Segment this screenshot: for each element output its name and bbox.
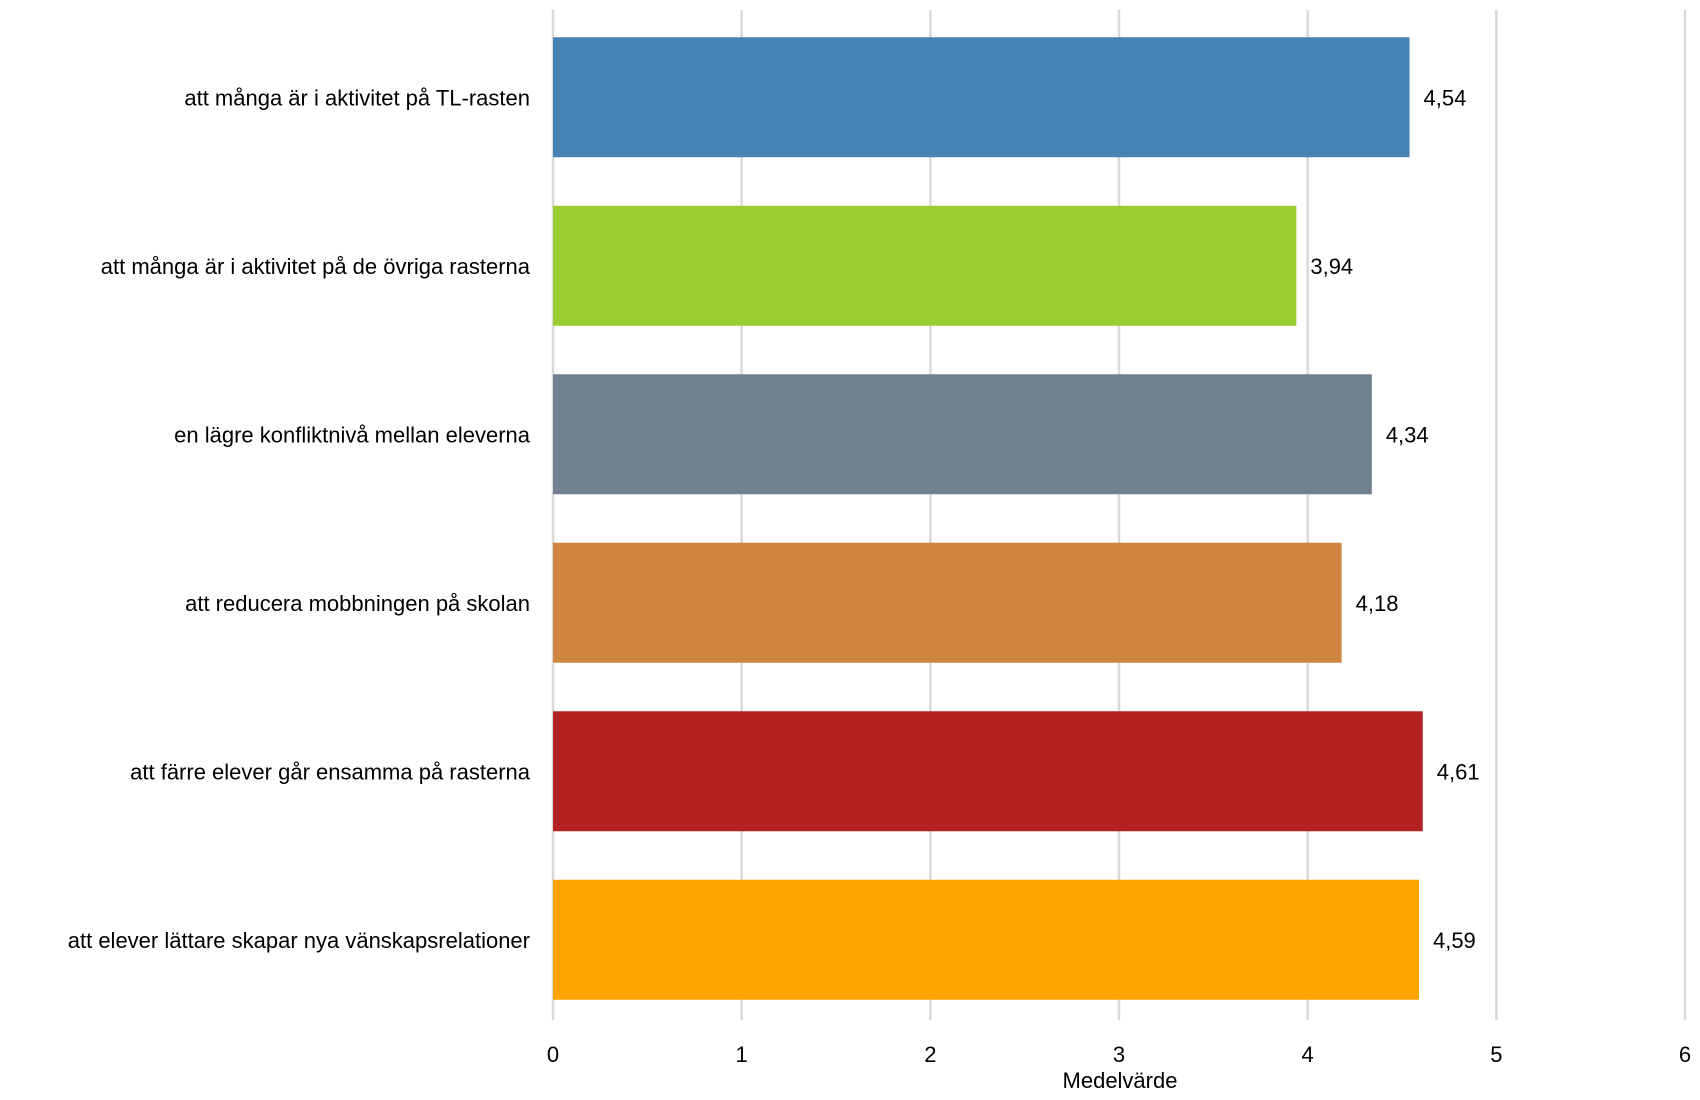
data-label: 4,54	[1424, 85, 1467, 110]
category-label: att många är i aktivitet på TL-rasten	[184, 85, 530, 110]
bar-2	[553, 374, 1372, 495]
x-tick-label: 2	[924, 1042, 936, 1067]
category-label: att färre elever går ensamma på rasterna	[130, 759, 531, 784]
bar-3	[553, 542, 1342, 663]
bars	[553, 37, 1423, 1000]
data-label: 4,18	[1356, 591, 1399, 616]
data-label: 4,61	[1437, 759, 1480, 784]
data-label: 4,59	[1433, 928, 1476, 953]
x-tick-label: 1	[736, 1042, 748, 1067]
x-tick-label: 5	[1490, 1042, 1502, 1067]
bar-5	[553, 879, 1419, 1000]
x-tick-label: 4	[1302, 1042, 1314, 1067]
bar-4	[553, 711, 1423, 832]
x-tick-label: 0	[547, 1042, 559, 1067]
category-label: att många är i aktivitet på de övriga ra…	[101, 254, 531, 279]
labels: 0 1 2 3 4 5 6 att många är i aktivitet på TL-ra…	[68, 85, 1691, 1067]
category-label: att elever lättare skapar nya vänskapsre…	[68, 928, 530, 953]
x-tick-label: 3	[1113, 1042, 1125, 1067]
x-axis-title: Medelvärde	[1063, 1068, 1178, 1093]
data-label: 3,94	[1310, 254, 1353, 279]
category-label: en lägre konfliktnivå mellan eleverna	[174, 422, 531, 447]
gridlines	[551, 10, 1687, 1020]
bar-0	[553, 37, 1410, 158]
data-label: 4,34	[1386, 422, 1429, 447]
x-tick-label: 6	[1679, 1042, 1691, 1067]
bar-1	[553, 205, 1297, 326]
category-label: att reducera mobbningen på skolan	[185, 591, 530, 616]
